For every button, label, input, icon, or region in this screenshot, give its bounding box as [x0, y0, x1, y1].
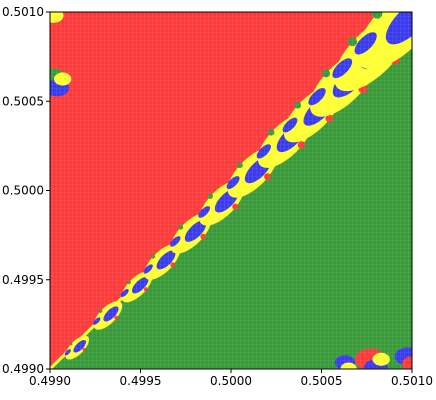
x-tick-label: 0.5010 [391, 374, 433, 388]
y-tick-label: 0.5000 [2, 184, 44, 198]
bulb-red-speck [416, 25, 433, 42]
x-tick-label: 0.4990 [29, 374, 71, 388]
x-tick-label: 0.5005 [301, 374, 343, 388]
y-tick-label: 0.4990 [2, 362, 44, 376]
y-tick-label: 0.4995 [2, 273, 44, 287]
x-tick-label: 0.4995 [120, 374, 162, 388]
axes: 0.4990 0.4995 0.5000 0.5005 0.5010 0.4990 0.49… [2, 5, 433, 388]
y-tick-label: 0.5005 [2, 94, 44, 108]
y-tick-label: 0.5010 [2, 5, 44, 19]
x-tick-label: 0.5000 [210, 374, 252, 388]
pixel-grid-overlay [50, 12, 412, 369]
